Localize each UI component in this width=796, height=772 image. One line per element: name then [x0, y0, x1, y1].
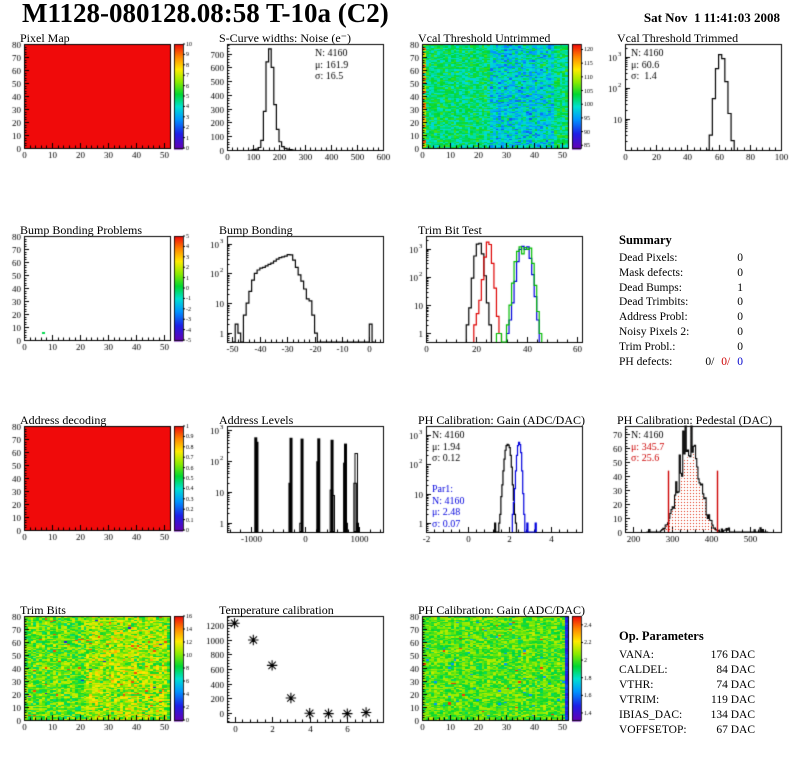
op-param-row: IBIAS_DAC: 134 DAC — [619, 709, 755, 721]
op-param-label: VTHR: — [619, 679, 654, 691]
op-param-value: 84 DAC — [716, 664, 755, 676]
op-parameters-title: Op. Parameters — [619, 629, 704, 643]
panel-trim-bit-test: Trim Bit Test — [398, 222, 597, 392]
panel-title: Address Levels — [219, 413, 294, 427]
summary-row: PH defects: 0/0/0 — [619, 356, 743, 368]
scurve-noise-canvas — [199, 30, 398, 182]
summary-value: 1 — [737, 281, 743, 294]
summary-label: Mask defects: — [619, 266, 684, 279]
panel-trim-bits: Trim Bits — [0, 602, 199, 772]
temperature-calibration-canvas — [199, 602, 398, 754]
op-param-row: VTRIM: 119 DAC — [619, 694, 755, 706]
summary-value: 0 — [737, 252, 743, 264]
ph-gain-hist-canvas — [398, 412, 597, 564]
summary-label: PH defects: — [619, 355, 673, 368]
address-levels-canvas — [199, 412, 398, 564]
summary-value: 0 — [737, 340, 743, 353]
panel-title: Vcal Threshold Untrimmed — [418, 31, 551, 45]
ph-gain-map-canvas — [398, 602, 597, 754]
panel-op-parameters: Op. Parameters VANA: 176 DAC CALDEL: 84 DAC… — [597, 602, 796, 772]
summary-row: Dead Pixels: 0 — [619, 252, 743, 264]
op-param-value: 176 DAC — [710, 649, 755, 661]
summary-row: Address Probl: 0 — [619, 311, 743, 323]
panel-summary: Summary Dead Pixels: 0 Mask defects: 0 Dead … — [597, 222, 796, 392]
summary-label: Address Probl: — [619, 311, 688, 324]
summary-value: 0 — [737, 311, 743, 324]
summary-title: Summary — [619, 233, 672, 247]
op-param-value: 74 DAC — [716, 679, 755, 691]
panel-title: Address decoding — [20, 413, 107, 427]
op-param-label: VANA: — [619, 649, 654, 661]
panel-vcal-trimmed: Vcal Threshold Trimmed — [597, 30, 796, 200]
address-decoding-canvas — [0, 412, 199, 564]
summary-label: Noisy Pixels 2: — [619, 326, 690, 338]
summary-value: 0 — [737, 296, 743, 309]
panel-ph-gain-map: PH Calibration: Gain (ADC/DAC) — [398, 602, 597, 772]
panel-temperature-calibration: Temperature calibration — [199, 602, 398, 772]
panel-title: Vcal Threshold Trimmed — [617, 31, 739, 45]
pixel-map-canvas — [0, 30, 199, 182]
vcal-untrimmed-canvas — [398, 30, 597, 182]
trim-bits-canvas — [0, 602, 199, 754]
panel-bump-bonding-problems: Bump Bonding Problems — [0, 222, 199, 392]
summary-label: Dead Pixels: — [619, 252, 678, 264]
op-param-label: VTRIM: — [619, 694, 660, 706]
report-date: Sat Nov 1 11:41:03 2008 — [643, 10, 780, 25]
panel-title: PH Calibration: Gain (ADC/DAC) — [418, 603, 585, 617]
summary-row: Noisy Pixels 2: 0 — [619, 326, 743, 338]
panel-ph-gain-hist: PH Calibration: Gain (ADC/DAC) — [398, 412, 597, 582]
panel-ph-pedestal: PH Calibration: Pedestal (DAC) — [597, 412, 796, 582]
bump-bonding-canvas — [199, 222, 398, 374]
panel-title: Bump Bonding — [219, 223, 293, 237]
summary-row: Mask defects: 0 — [619, 267, 743, 279]
summary-value: 0 — [737, 326, 743, 338]
panel-pixel-map: Pixel Map — [0, 30, 199, 200]
panel-title: S-Curve widths: Noise (e⁻) — [219, 31, 351, 45]
op-param-label: VOFFSETOP: — [619, 724, 687, 736]
panel-vcal-untrimmed: Vcal Threshold Untrimmed — [398, 30, 597, 200]
summary-row: Dead Bumps: 1 — [619, 282, 743, 294]
summary-row: Dead Trimbits: 0 — [619, 296, 743, 308]
op-param-label: IBIAS_DAC: — [619, 709, 683, 721]
summary-label: Dead Trimbits: — [619, 296, 689, 309]
op-param-row: VANA: 176 DAC — [619, 649, 755, 661]
panel-title: Temperature calibration — [219, 603, 334, 617]
panel-bump-bonding: Bump Bonding — [199, 222, 398, 392]
panel-address-levels: Address Levels — [199, 412, 398, 582]
op-param-row: CALDEL: 84 DAC — [619, 664, 755, 676]
panel-title: PH Calibration: Pedestal (DAC) — [617, 413, 772, 427]
summary-row: Trim Probl.: 0 — [619, 341, 743, 353]
summary-value: 0/0/0 — [705, 355, 743, 368]
op-param-row: VOFFSETOP: 67 DAC — [619, 724, 755, 736]
panel-scurve-noise: S-Curve widths: Noise (e⁻) — [199, 30, 398, 200]
summary-label: Trim Probl.: — [619, 340, 676, 353]
panel-title: Pixel Map — [20, 31, 70, 45]
panel-address-decoding: Address decoding — [0, 412, 199, 582]
op-param-value: 67 DAC — [716, 724, 755, 736]
panel-title: PH Calibration: Gain (ADC/DAC) — [418, 413, 585, 427]
trim-bit-test-canvas — [398, 222, 597, 374]
page-title: M1128-080128.08:58 T-10a (C2) — [22, 0, 389, 28]
summary-label: Dead Bumps: — [619, 281, 682, 294]
panel-title: Bump Bonding Problems — [20, 223, 143, 237]
panel-title: Trim Bit Test — [418, 223, 482, 237]
summary-value: 0 — [737, 266, 743, 279]
op-param-row: VTHR: 74 DAC — [619, 679, 755, 691]
ph-pedestal-canvas — [597, 412, 796, 564]
op-param-value: 134 DAC — [710, 709, 755, 721]
panel-title: Trim Bits — [20, 603, 66, 617]
op-param-value: 119 DAC — [711, 694, 755, 706]
vcal-trimmed-canvas — [597, 30, 796, 182]
bump-bonding-problems-canvas — [0, 222, 199, 374]
op-param-label: CALDEL: — [619, 664, 668, 676]
